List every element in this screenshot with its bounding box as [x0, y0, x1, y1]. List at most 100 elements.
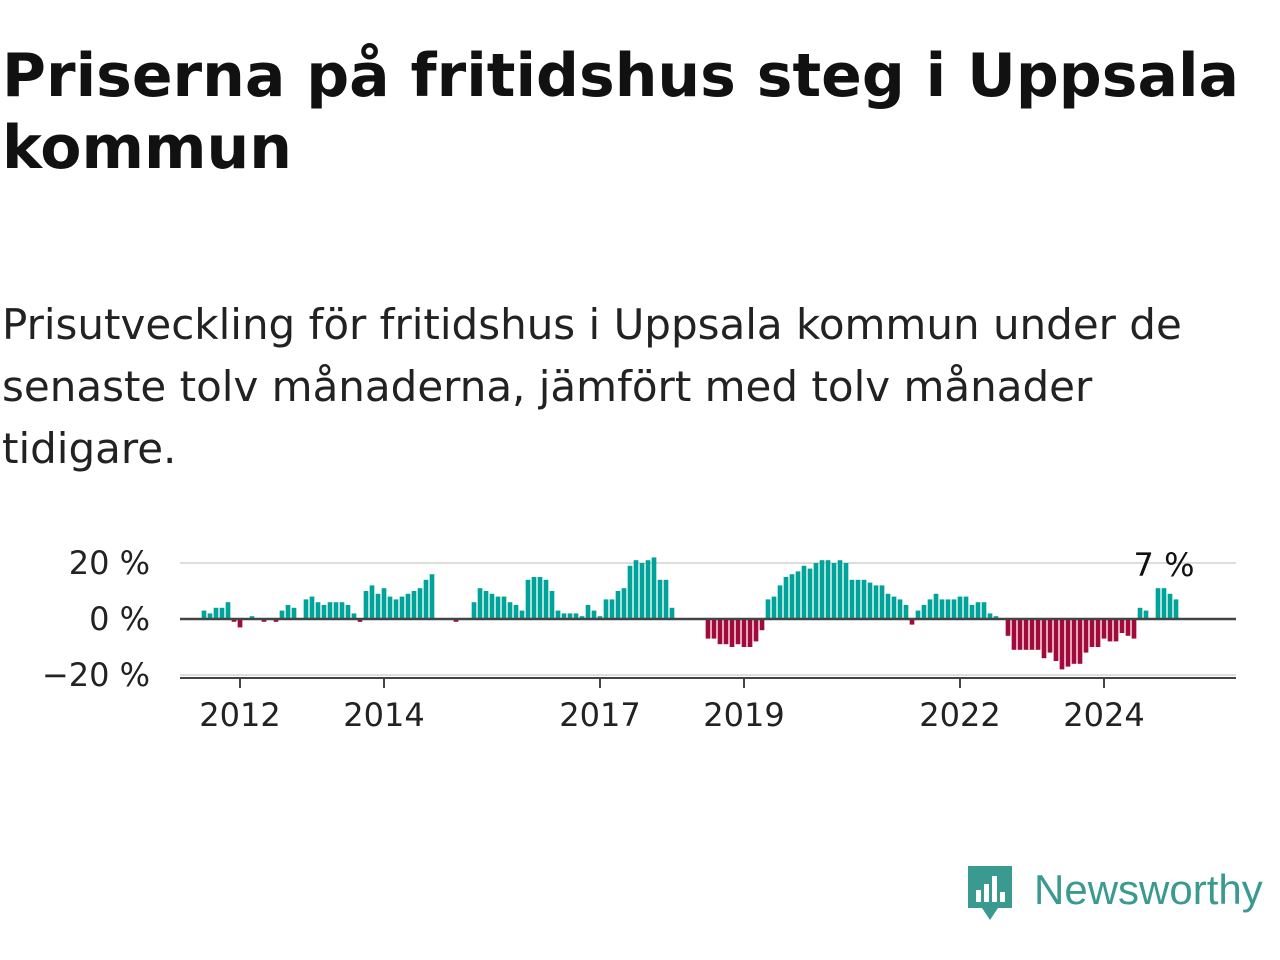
bar	[807, 568, 813, 619]
bar	[801, 565, 807, 619]
bar	[309, 596, 315, 619]
bar	[315, 602, 321, 619]
bar	[405, 593, 411, 619]
bar	[1059, 619, 1065, 670]
bar	[627, 565, 633, 619]
bar	[1005, 619, 1011, 636]
bar	[1017, 619, 1023, 650]
x-tick-label: 2024	[1063, 696, 1144, 734]
bar	[573, 613, 579, 619]
axes	[180, 617, 1236, 688]
bar	[951, 599, 957, 619]
bar	[615, 591, 621, 619]
bar	[393, 599, 399, 619]
bar	[1113, 619, 1119, 642]
bar	[717, 619, 723, 645]
bar	[843, 563, 849, 619]
bar	[237, 619, 243, 628]
bar	[513, 605, 519, 619]
bar	[705, 619, 711, 639]
bar	[333, 602, 339, 619]
bar	[1161, 588, 1167, 619]
chart-subtitle: Prisutveckling för fritidshus i Uppsala …	[2, 300, 1182, 473]
axis-labels: 20 % 0 % −20 % 2012 2014 2017 2019 2022 2024 7 %	[42, 544, 1195, 734]
bar	[1155, 588, 1161, 619]
bar	[555, 610, 561, 619]
bar	[909, 619, 915, 625]
bar	[351, 613, 357, 619]
bar	[369, 585, 375, 619]
bar	[1071, 619, 1077, 664]
bar	[483, 591, 489, 619]
bar	[939, 599, 945, 619]
bar	[363, 591, 369, 619]
bar	[969, 605, 975, 619]
bar	[1035, 619, 1041, 650]
bar	[915, 610, 921, 619]
chart-title: Priserna på fritidshus steg i Uppsala ko…	[2, 41, 1240, 183]
y-tick-label: 20 %	[69, 544, 150, 582]
bar	[1089, 619, 1095, 647]
bar	[633, 560, 639, 619]
bar	[645, 560, 651, 619]
bar	[249, 616, 255, 619]
bar	[1065, 619, 1071, 667]
bar	[711, 619, 717, 639]
bar	[207, 613, 213, 619]
bar	[747, 619, 753, 647]
bar	[765, 599, 771, 619]
bar	[597, 616, 603, 619]
value-annotation: 7 %	[1134, 546, 1195, 584]
bar	[537, 577, 543, 619]
bar	[861, 579, 867, 619]
bar	[867, 582, 873, 619]
bar	[321, 605, 327, 619]
bar	[1173, 599, 1179, 619]
bar	[651, 557, 657, 619]
bar	[201, 610, 207, 619]
bar	[657, 579, 663, 619]
bar	[1119, 619, 1125, 633]
bar	[789, 574, 795, 619]
bar	[783, 577, 789, 619]
bar	[921, 605, 927, 619]
x-tick-label: 2019	[703, 696, 784, 734]
bar	[1023, 619, 1029, 650]
bar	[273, 619, 279, 622]
bar	[327, 602, 333, 619]
bar	[453, 619, 459, 622]
bar	[891, 596, 897, 619]
bar	[531, 577, 537, 619]
x-tick-label: 2012	[199, 696, 280, 734]
bar	[339, 602, 345, 619]
bar	[1047, 619, 1053, 653]
bar	[933, 593, 939, 619]
bar	[639, 563, 645, 619]
bar	[885, 593, 891, 619]
bar	[957, 596, 963, 619]
newsworthy-logo-icon	[968, 866, 1012, 920]
bar	[873, 585, 879, 619]
bar	[525, 579, 531, 619]
bar	[213, 607, 219, 619]
newsworthy-logo-text: Newsworthy	[1034, 866, 1263, 913]
bar	[1083, 619, 1089, 653]
bar	[585, 605, 591, 619]
bar	[837, 560, 843, 619]
bar	[975, 602, 981, 619]
newsworthy-logo: Newsworthy	[964, 862, 1263, 926]
bar	[387, 596, 393, 619]
y-tick-label: 0 %	[89, 600, 150, 638]
bar	[357, 619, 363, 622]
bar	[771, 596, 777, 619]
bar	[987, 613, 993, 619]
bar	[609, 599, 615, 619]
bar	[411, 591, 417, 619]
bar	[759, 619, 765, 631]
bar	[1143, 610, 1149, 619]
bar	[993, 616, 999, 619]
bar	[549, 591, 555, 619]
bar	[603, 599, 609, 619]
bar	[303, 599, 309, 619]
bar	[897, 599, 903, 619]
